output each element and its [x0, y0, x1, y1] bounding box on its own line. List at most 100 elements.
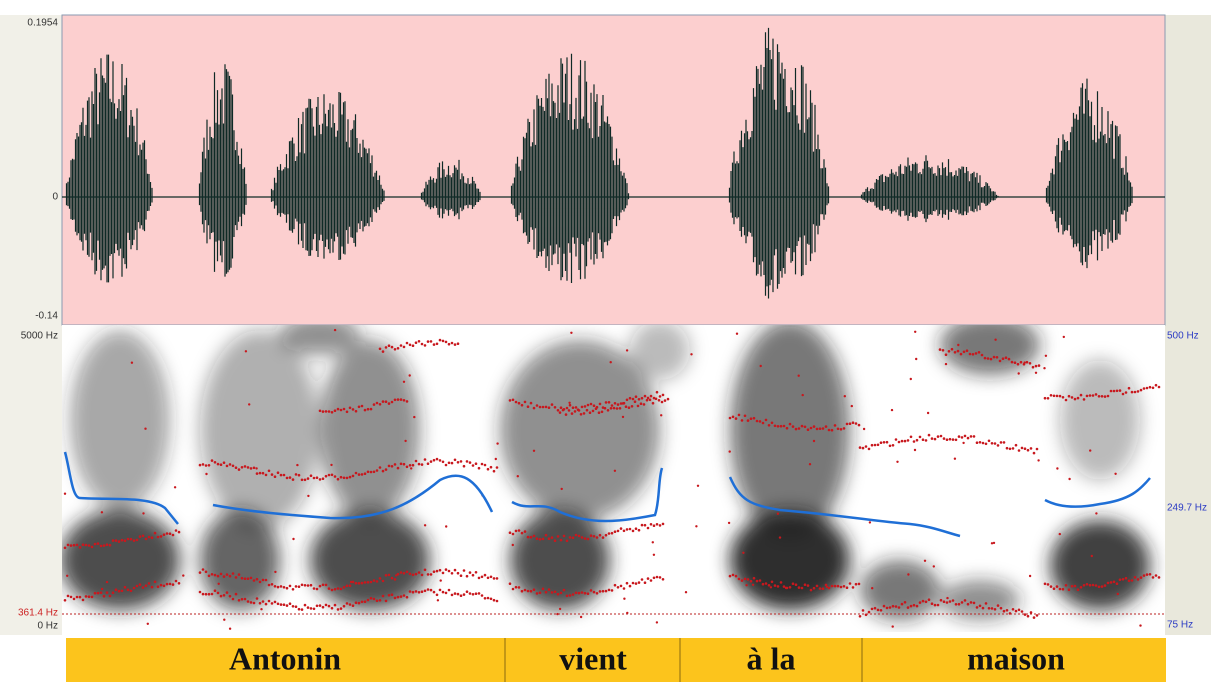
formant-dot — [794, 583, 798, 586]
formant-dot — [225, 573, 229, 576]
formant-dot — [237, 468, 241, 471]
formant-dot — [999, 441, 1003, 444]
formant-dot — [1114, 472, 1117, 475]
formant-dot — [249, 467, 253, 470]
formant-dot — [992, 355, 996, 359]
formant-dot — [420, 463, 424, 466]
formant-dot — [372, 403, 376, 406]
formant-dot — [1067, 588, 1071, 591]
formant-dot — [984, 602, 988, 605]
formant-dot — [291, 605, 295, 608]
formant-dot — [727, 521, 731, 525]
formant-dot — [342, 476, 346, 480]
formant-dot — [1097, 395, 1101, 398]
formant-dot — [411, 573, 415, 577]
formant-dot — [408, 374, 411, 377]
formant-dot — [402, 380, 406, 383]
formant-dot — [84, 595, 88, 598]
formant-dot — [450, 593, 454, 597]
formant-dot — [580, 536, 584, 539]
formant-dot — [395, 574, 398, 577]
formant-dot — [862, 427, 866, 431]
formant-dot — [854, 422, 858, 425]
formant-dot — [782, 424, 786, 428]
formant-dot — [204, 570, 208, 574]
formant-dot — [927, 433, 931, 437]
energy — [320, 340, 420, 520]
formant-dot — [770, 580, 774, 584]
formant-dot — [387, 593, 391, 597]
formant-dot — [984, 442, 988, 446]
formant-dot — [1043, 396, 1047, 400]
formant-dot — [577, 591, 581, 595]
formant-dot — [351, 408, 355, 411]
formant-dot — [276, 471, 280, 475]
formant-dot — [117, 540, 121, 543]
formant-dot — [1124, 391, 1128, 394]
formant-dot — [953, 351, 957, 354]
formant-dot — [240, 576, 244, 580]
formant-dot — [291, 588, 295, 591]
formant-dot — [387, 344, 391, 348]
formant-dot — [447, 461, 451, 465]
formant-dot — [867, 447, 871, 451]
formant-dot — [231, 597, 235, 601]
formant-dot — [896, 460, 899, 463]
formant-dot — [228, 574, 232, 578]
formant-dot — [465, 590, 469, 593]
formant-dot — [252, 579, 256, 582]
formant-dot — [414, 572, 418, 576]
spectrogram — [62, 325, 1150, 620]
formant-dot — [279, 473, 283, 477]
formant-dot — [978, 604, 982, 608]
formant-dot — [990, 442, 994, 445]
formant-dot — [633, 400, 637, 404]
formant-dot — [285, 604, 289, 607]
formant-dot — [315, 587, 319, 591]
formant-dot — [270, 473, 274, 476]
formant-dot — [854, 582, 858, 586]
formant-dot — [547, 537, 551, 540]
formant-dot — [1005, 446, 1009, 450]
formant-dot — [267, 599, 271, 603]
formant-dot — [405, 341, 409, 345]
formant-dot — [234, 576, 238, 579]
formant-dot — [541, 537, 545, 541]
formant-dot — [228, 463, 232, 466]
formant-dot — [600, 410, 604, 414]
formant-dot — [414, 341, 418, 345]
formant-dot — [303, 584, 307, 587]
formant-dot — [390, 345, 394, 349]
formant-dot — [336, 587, 340, 590]
formant-dot — [547, 406, 551, 410]
formant-dot — [84, 543, 88, 547]
formant-dot — [759, 364, 762, 368]
formant-dot — [818, 427, 822, 431]
formant-dot — [225, 591, 229, 594]
formant-dot — [867, 610, 871, 614]
formant-dot — [396, 595, 400, 599]
formant-dot — [631, 581, 635, 585]
formant-dot — [252, 601, 256, 605]
formant-dot — [776, 425, 780, 428]
formant-dot — [954, 438, 958, 442]
formant-dot — [273, 585, 277, 588]
formant-dot — [646, 577, 650, 580]
formant-dot — [411, 344, 415, 348]
formant-dot — [963, 434, 967, 438]
formant-dot — [571, 536, 575, 540]
energy — [630, 325, 690, 380]
formant-dot — [267, 469, 271, 473]
formant-dot — [423, 344, 427, 347]
formant-dot — [132, 586, 136, 590]
formant-dot — [945, 601, 949, 604]
formant-dot — [532, 588, 536, 591]
formant-dot — [147, 535, 151, 539]
formant-dot — [471, 593, 475, 596]
formant-dot — [598, 402, 602, 406]
formant-dot — [210, 573, 214, 576]
formant-dot — [535, 592, 539, 595]
formant-dot — [244, 350, 248, 353]
formant-dot — [1151, 576, 1155, 579]
formant-dot — [135, 584, 139, 588]
